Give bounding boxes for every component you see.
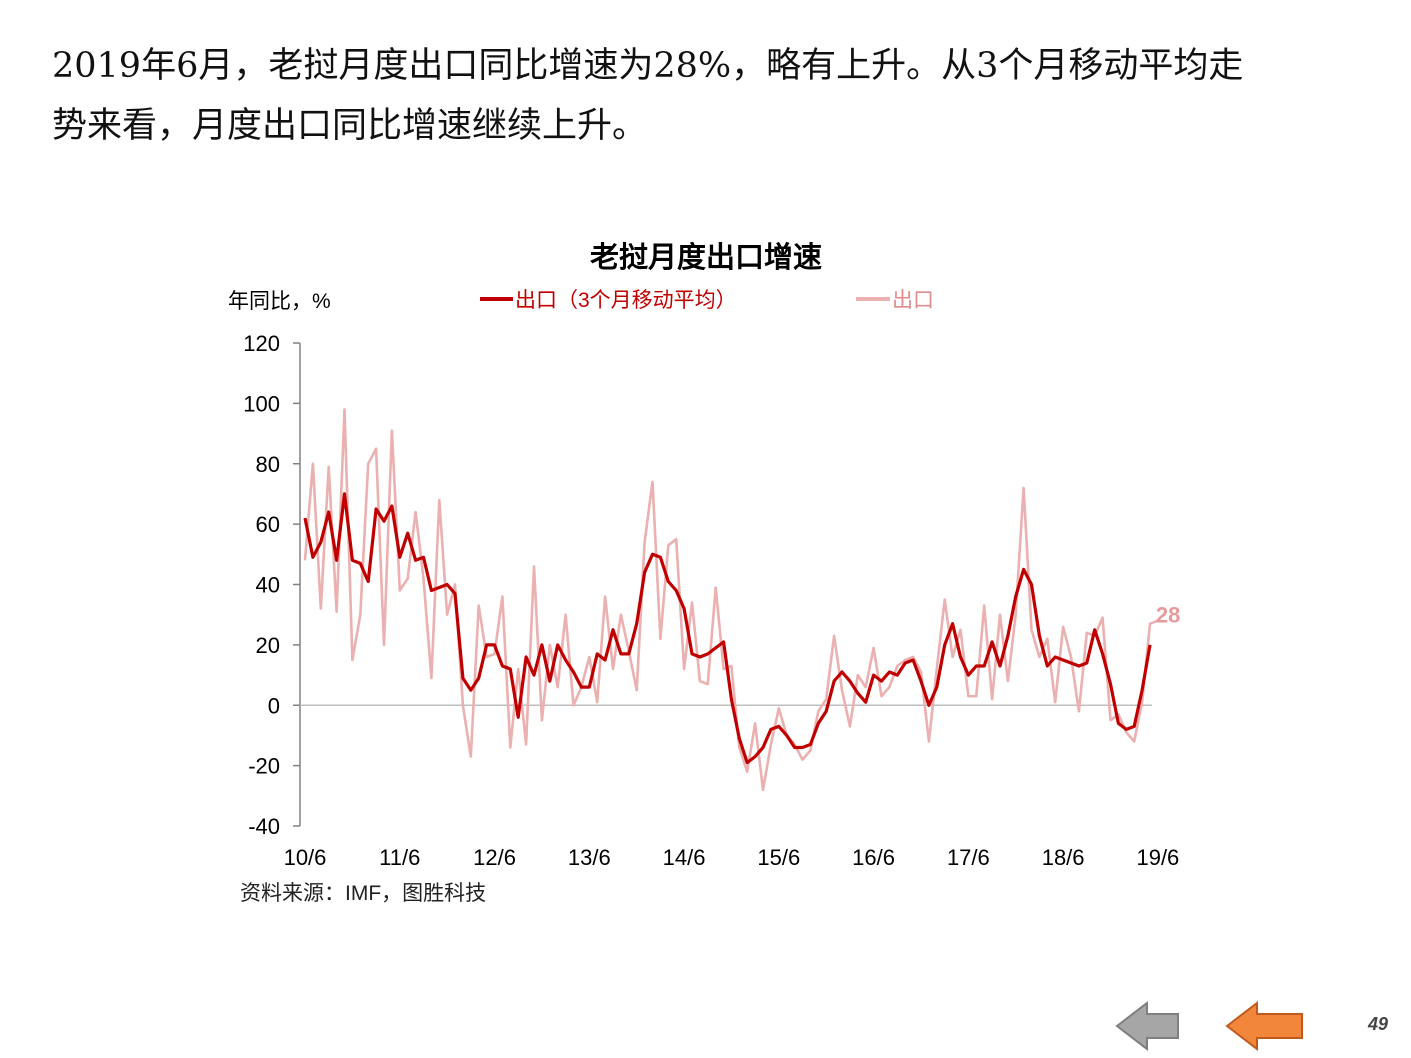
y-tick-label: 80 [256, 452, 280, 477]
arrow-left-gray-icon [1115, 1000, 1179, 1052]
series-line-moving-average [303, 492, 1152, 765]
end-value-label: 28 [1156, 603, 1180, 628]
headline: 2019年6月，老挝月度出口同比增速为28%，略有上升。从3个月移动平均走 势来… [52, 36, 1372, 156]
y-axis-label: 年同比，% [228, 290, 331, 313]
headline-line-1: 2019年6月，老挝月度出口同比增速为28%，略有上升。从3个月移动平均走 [52, 46, 1244, 86]
legend-ma-label: 出口（3个月移动平均） [515, 289, 737, 312]
x-tick-label: 19/6 [1136, 845, 1179, 870]
source-note: 资料来源：IMF，图胜科技 [240, 882, 487, 905]
page-number: 49 [1368, 1014, 1389, 1034]
x-axis: 10/6 11/6 12/6 13/6 14/6 15/6 16/6 17/6 18/6 19/6 [284, 845, 1180, 870]
y-tick-label: 100 [243, 391, 280, 416]
y-axis: 120 100 80 60 40 20 0 -20 -40 [243, 331, 1152, 839]
x-tick-label: 13/6 [568, 845, 611, 870]
x-tick-label: 15/6 [757, 845, 800, 870]
y-tick-label: 120 [243, 331, 280, 356]
x-tick-label: 14/6 [663, 845, 706, 870]
x-tick-label: 12/6 [473, 845, 516, 870]
x-tick-label: 18/6 [1042, 845, 1085, 870]
series-line-exports [303, 408, 1159, 792]
chart-title: 老挝月度出口增速 [590, 241, 822, 274]
plot-area [303, 408, 1159, 792]
y-tick-label: 0 [268, 693, 280, 718]
x-tick-label: 10/6 [284, 845, 327, 870]
y-tick-label: -40 [248, 814, 280, 839]
x-tick-label: 16/6 [852, 845, 895, 870]
x-tick-label: 11/6 [379, 845, 420, 870]
headline-line-2: 势来看，月度出口同比增速继续上升。 [52, 106, 648, 146]
y-tick-label: -20 [248, 754, 280, 779]
legend: 出口（3个月移动平均） 出口 [480, 289, 934, 312]
arrow-left-orange-icon [1225, 1000, 1303, 1052]
legend-raw-label: 出口 [892, 289, 934, 312]
x-tick-label: 17/6 [947, 845, 990, 870]
next-page-button[interactable] [1222, 997, 1306, 1055]
y-tick-label: 40 [256, 573, 280, 598]
previous-page-button[interactable] [1112, 997, 1182, 1055]
y-tick-label: 20 [256, 633, 280, 658]
y-tick-label: 60 [256, 512, 280, 537]
